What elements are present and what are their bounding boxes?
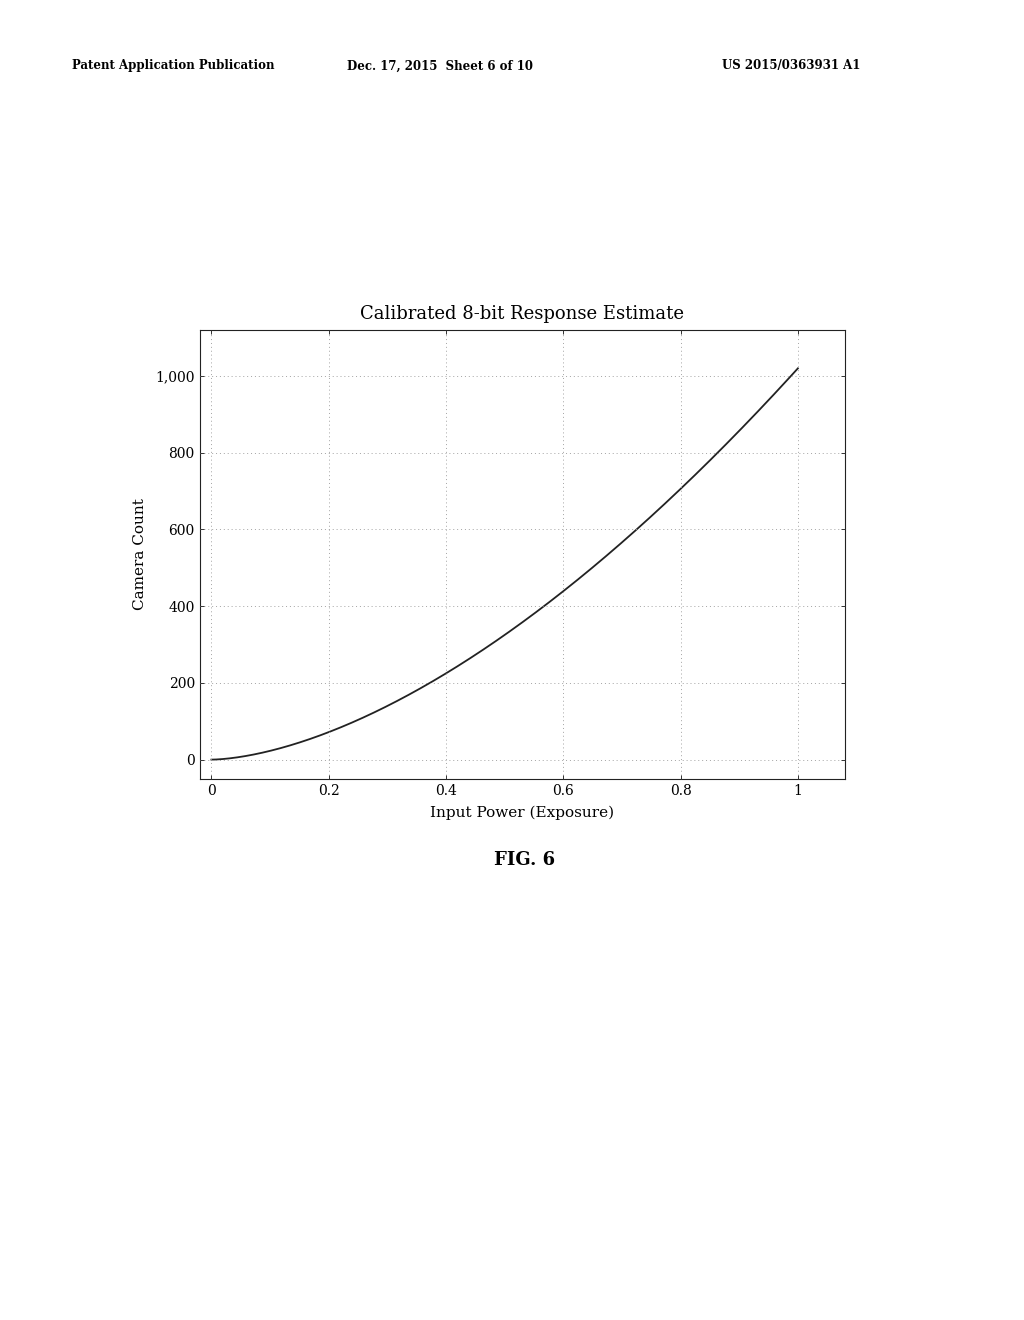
Text: US 2015/0363931 A1: US 2015/0363931 A1 xyxy=(722,59,860,73)
Y-axis label: Camera Count: Camera Count xyxy=(133,499,147,610)
Text: FIG. 6: FIG. 6 xyxy=(494,851,555,870)
Text: Patent Application Publication: Patent Application Publication xyxy=(72,59,274,73)
Text: Dec. 17, 2015  Sheet 6 of 10: Dec. 17, 2015 Sheet 6 of 10 xyxy=(347,59,534,73)
X-axis label: Input Power (Exposure): Input Power (Exposure) xyxy=(430,807,614,821)
Title: Calibrated 8-bit Response Estimate: Calibrated 8-bit Response Estimate xyxy=(360,305,684,323)
